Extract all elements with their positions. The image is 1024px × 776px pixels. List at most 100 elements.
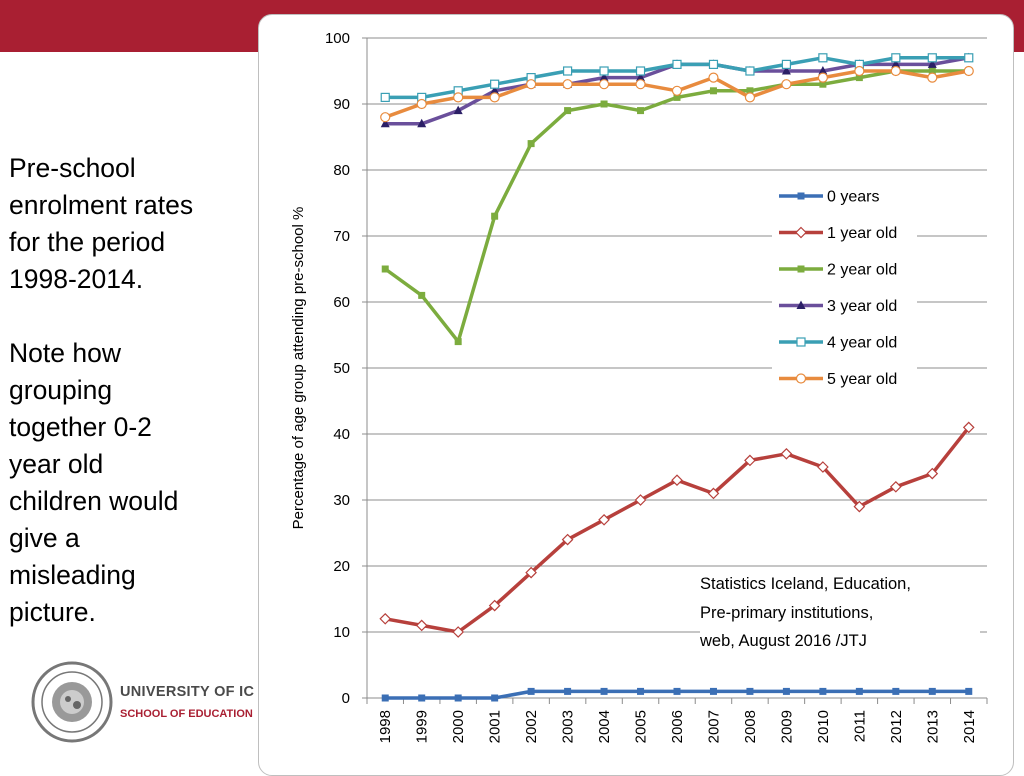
legend-label: 4 year old — [827, 335, 897, 352]
source-line-2: Pre-primary institutions, — [700, 603, 874, 622]
series-4-year-old — [380, 53, 974, 103]
point-1-year-old — [415, 619, 428, 632]
legend-label: 2 year old — [827, 262, 897, 279]
heading-line-3: for the period — [9, 227, 166, 257]
point-4-year-old — [599, 66, 609, 76]
point-4-year-old — [745, 66, 755, 76]
note-line-7: misleading — [9, 560, 136, 590]
y-axis-title: Percentage of age group attending pre-sc… — [290, 207, 307, 530]
point-4-year-old — [781, 59, 792, 70]
x-tick-label: 2010 — [815, 710, 832, 743]
point-5-year-old — [854, 65, 865, 77]
point-1-year-old — [707, 487, 720, 500]
point-0-years — [491, 694, 499, 702]
point-0-years — [965, 687, 973, 695]
point-4-year-old — [891, 53, 901, 63]
point-5-year-old — [526, 79, 537, 90]
source-line-1: Statistics Iceland, Education, — [700, 575, 911, 593]
point-3-year-old — [781, 66, 791, 75]
point-3-year-old — [453, 105, 463, 115]
y-tick-label: 0 — [342, 690, 350, 707]
legend-marker — [795, 226, 807, 239]
x-tick-label: 2005 — [633, 710, 650, 743]
point-3-year-old — [891, 59, 901, 68]
point-1-year-old — [780, 447, 793, 460]
legend-marker — [797, 265, 805, 273]
university-name: UNIVERSITY OF IC — [120, 684, 255, 700]
y-tick-label: 70 — [333, 228, 350, 245]
legend-item-1-year-old: 1 year old — [779, 225, 897, 242]
legend-label: 0 years — [827, 189, 879, 206]
legend-marker — [797, 192, 805, 200]
note-line-5: children would — [9, 486, 179, 516]
point-5-year-old — [744, 92, 756, 103]
point-4-year-old — [490, 79, 500, 89]
point-2-year-old — [637, 107, 645, 115]
point-5-year-old — [453, 92, 464, 103]
point-5-year-old — [927, 72, 938, 83]
point-0-years — [928, 687, 936, 695]
point-2-year-old — [673, 93, 681, 101]
point-5-year-old — [817, 72, 828, 83]
point-0-years — [637, 687, 645, 695]
x-tick-label: 2009 — [778, 710, 795, 743]
x-tick-label: 1999 — [414, 710, 431, 743]
x-tick-label: 2003 — [560, 710, 577, 743]
point-0-years — [746, 687, 754, 695]
heading-line-4: 1998-2014. — [9, 264, 144, 294]
legend-marker — [796, 300, 806, 309]
point-5-year-old — [562, 79, 573, 90]
point-3-year-old — [599, 72, 609, 82]
legend-item-3-year-old: 3 year old — [779, 298, 897, 315]
point-1-year-old — [853, 500, 866, 513]
point-4-year-old — [708, 59, 719, 70]
series-lines — [379, 52, 975, 702]
x-tick-labels: 1998 1999 2000 2001 2002 2003 2004 2005 2006 2007… — [377, 710, 978, 743]
x-tick-label: 2001 — [487, 710, 504, 743]
note-line-1: Note how — [9, 338, 121, 368]
university-seal-icon — [31, 661, 113, 743]
note-line-6: give a — [9, 523, 80, 553]
x-tick-label: 1998 — [377, 710, 394, 743]
legend-marker — [795, 373, 807, 384]
x-tick-label: 2006 — [669, 710, 686, 743]
x-tick-label: 2007 — [705, 710, 722, 743]
y-tick-label: 50 — [333, 360, 350, 377]
point-4-year-old — [380, 92, 390, 103]
point-0-years — [418, 694, 426, 702]
point-2-year-old — [564, 107, 572, 115]
heading-line-1: Pre-school — [9, 153, 136, 183]
point-0-years — [709, 687, 717, 695]
series-0-years — [381, 687, 973, 702]
x-tick-label: 2002 — [523, 710, 540, 743]
y-tick-label: 80 — [333, 162, 350, 179]
legend: 0 years 1 year old 2 year old 3 year old 4 y… — [772, 180, 917, 394]
point-2-year-old — [855, 74, 863, 82]
point-1-year-old — [926, 467, 939, 480]
point-4-year-old — [635, 66, 646, 76]
point-5-year-old — [671, 85, 683, 96]
point-1-year-old — [598, 513, 610, 526]
point-1-year-old — [671, 474, 683, 487]
point-2-year-old — [600, 100, 608, 108]
point-4-year-old — [927, 53, 937, 63]
point-2-year-old — [746, 87, 754, 95]
note-line-8: picture. — [9, 597, 96, 627]
point-4-year-old — [562, 66, 573, 76]
note-line-4: year old — [9, 449, 104, 479]
point-0-years — [527, 687, 535, 695]
point-0-years — [600, 687, 608, 695]
series-1-year-old — [379, 421, 975, 638]
legend-item-4-year-old: 4 year old — [779, 335, 897, 352]
point-0-years — [855, 687, 863, 695]
legend-label: 3 year old — [827, 298, 897, 315]
note-line-2: grouping — [9, 375, 113, 405]
point-0-years — [782, 687, 790, 695]
point-1-year-old — [634, 494, 647, 506]
point-4-year-old — [672, 59, 682, 70]
point-1-year-old — [817, 461, 829, 473]
point-2-year-old — [381, 265, 389, 273]
x-tick-label: 2013 — [924, 710, 941, 743]
legend-item-0-years: 0 years — [779, 189, 879, 206]
